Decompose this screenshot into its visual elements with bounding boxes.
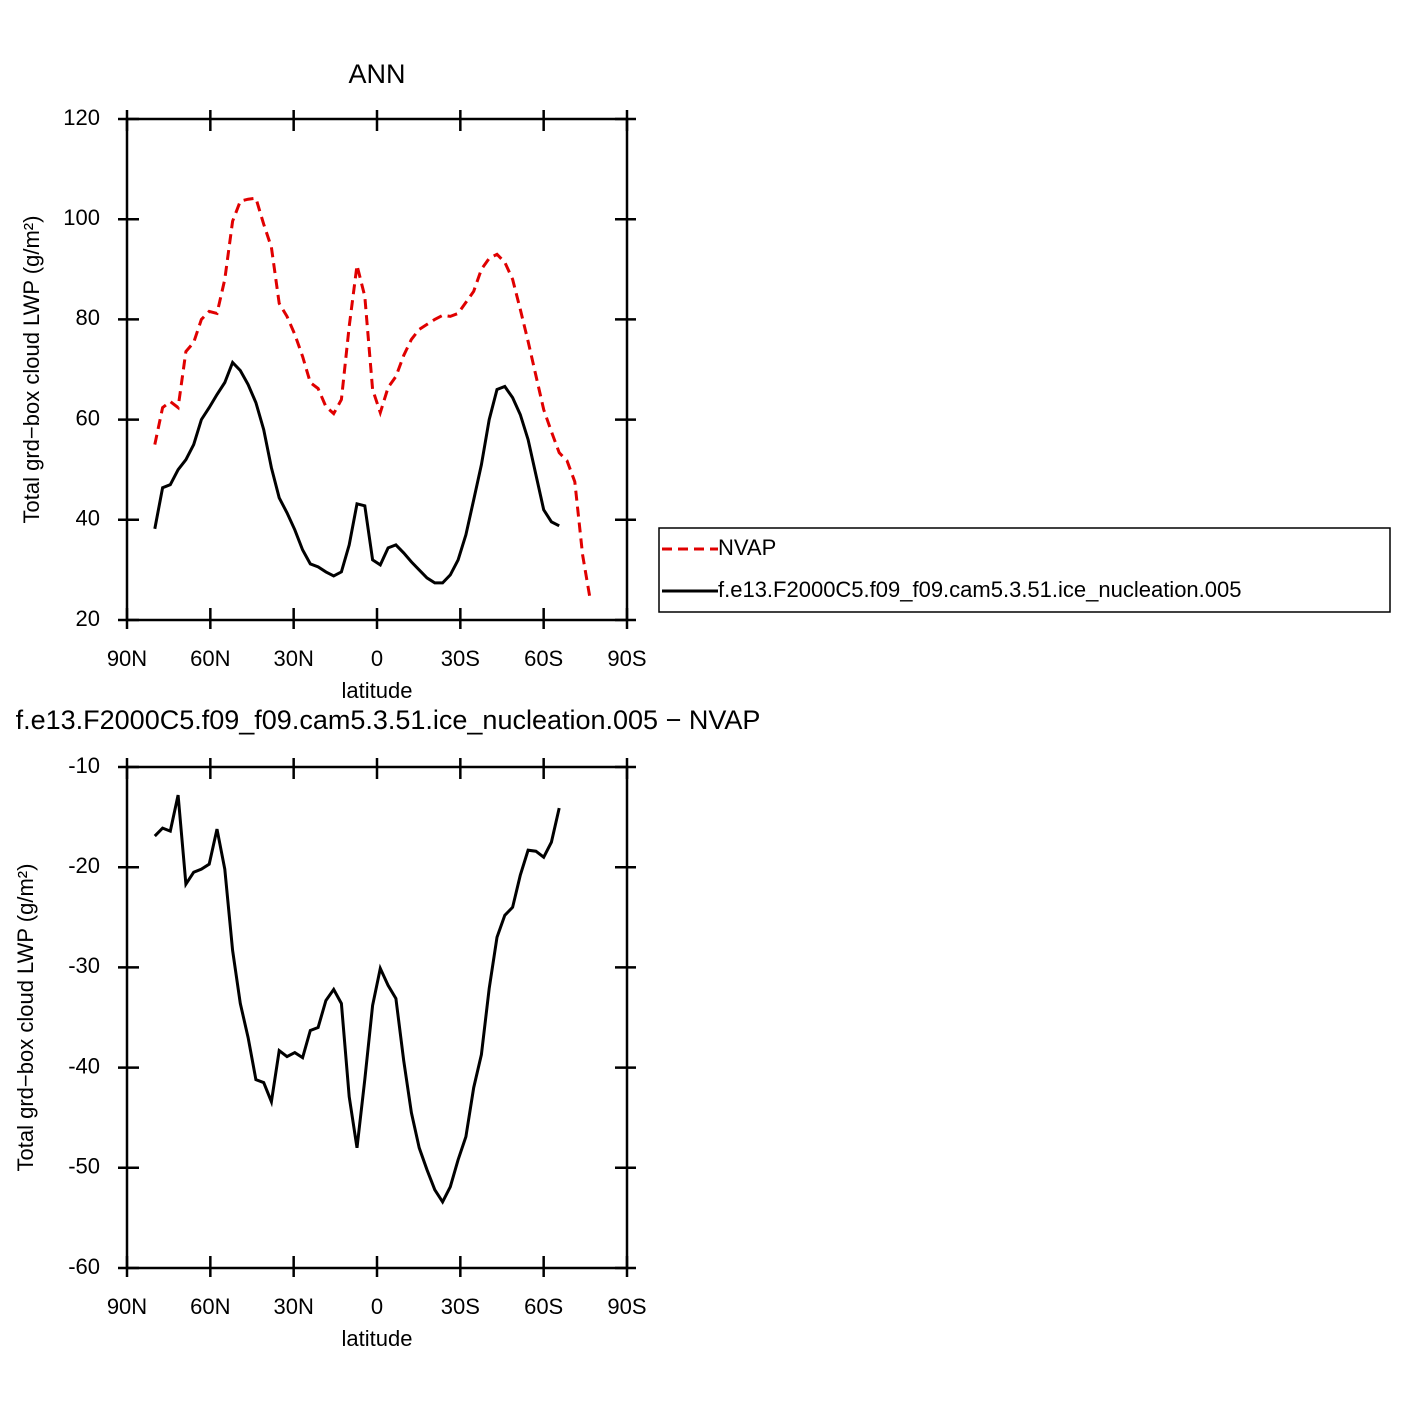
y-axis-label: Total grd−box cloud LWP (g/m²) — [19, 216, 44, 524]
x-tick-label: 60N — [190, 646, 230, 671]
y-tick-label: -40 — [68, 1053, 100, 1078]
x-tick-label: 0 — [371, 1294, 383, 1319]
x-tick-label: 30S — [441, 1294, 480, 1319]
x-axis-label: latitude — [342, 1326, 413, 1351]
legend-label: NVAP — [718, 535, 776, 560]
x-tick-label: 30S — [441, 646, 480, 671]
x-tick-label: 30N — [273, 646, 313, 671]
x-tick-label: 90N — [107, 1294, 147, 1319]
y-tick-label: 80 — [76, 305, 100, 330]
data-line — [153, 196, 592, 601]
plot-frame — [125, 117, 629, 622]
x-tick-label: 60S — [524, 1294, 563, 1319]
y-tick-label: 60 — [76, 405, 100, 430]
data-line — [153, 794, 561, 1205]
y-tick-label: -30 — [68, 953, 100, 978]
chart-title: ANN — [348, 59, 405, 89]
data-line — [153, 359, 560, 585]
y-tick-label: -10 — [68, 753, 100, 778]
y-tick-label: -50 — [68, 1154, 100, 1179]
y-tick-label: 20 — [76, 606, 100, 631]
x-tick-label: 60N — [190, 1294, 230, 1319]
x-tick-label: 90S — [607, 1294, 646, 1319]
y-tick-label: 40 — [76, 506, 100, 531]
x-tick-label: 0 — [371, 646, 383, 671]
y-axis-label: Total grd−box cloud LWP (g/m²) — [13, 864, 38, 1172]
y-tick-label: 100 — [63, 205, 100, 230]
x-tick-label: 90N — [107, 646, 147, 671]
plot-frame — [125, 765, 629, 1270]
y-tick-label: -60 — [68, 1254, 100, 1279]
y-tick-label: -20 — [68, 853, 100, 878]
legend-box — [658, 527, 1391, 613]
x-tick-label: 60S — [524, 646, 563, 671]
legend-label: f.e13.F2000C5.f09_f09.cam5.3.51.ice_nucl… — [718, 577, 1242, 602]
x-tick-label: 90S — [607, 646, 646, 671]
x-axis-label: latitude — [342, 678, 413, 703]
y-tick-label: 120 — [63, 105, 100, 130]
x-tick-label: 30N — [273, 1294, 313, 1319]
chart-title: f.e13.F2000C5.f09_f09.cam5.3.51.ice_nucl… — [16, 705, 761, 735]
